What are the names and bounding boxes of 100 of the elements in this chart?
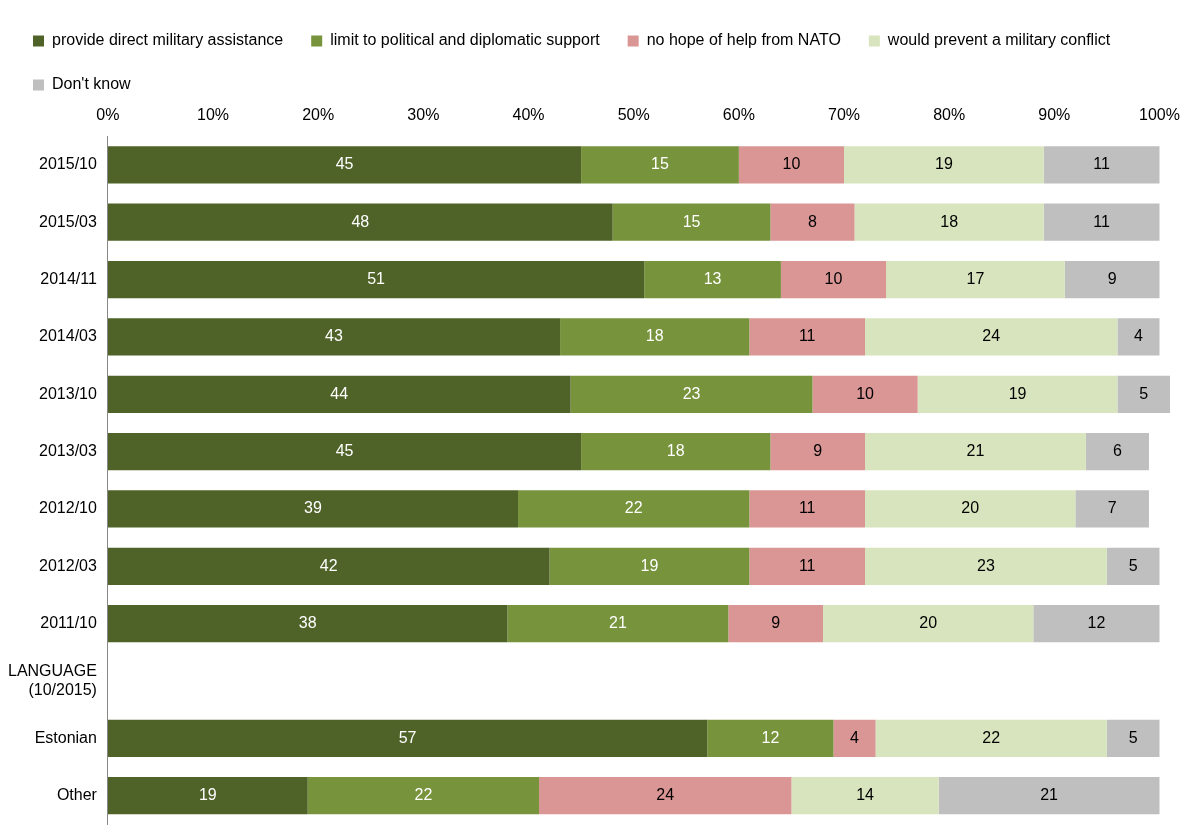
legend-label: no hope of help from NATO: [646, 31, 841, 49]
bar: [107, 432, 582, 471]
x-tick-label: 60%: [722, 106, 755, 124]
bar: [581, 146, 739, 184]
bar: [938, 777, 1160, 815]
bar: [644, 260, 781, 299]
x-tick-label: 100%: [1139, 106, 1180, 124]
data-label: 22: [624, 499, 643, 517]
bar: [1106, 719, 1160, 758]
bar: [865, 432, 1086, 471]
data-label: 15: [682, 212, 701, 230]
bar: [612, 203, 771, 241]
data-label: 14: [856, 786, 875, 804]
y-tick-label: LANGUAGE (10/2015): [7, 661, 97, 699]
data-label: 20: [961, 499, 980, 517]
bar: [570, 375, 813, 413]
bar: [749, 490, 866, 528]
data-label: 9: [771, 614, 781, 632]
bar: [738, 146, 845, 184]
data-label: 45: [335, 442, 354, 460]
bar: [875, 719, 1107, 758]
y-tick-label: 2012/03: [39, 556, 98, 574]
y-tick-label: Estonian: [34, 728, 97, 746]
data-label: 24: [656, 786, 675, 804]
bar: [865, 318, 1118, 356]
bar: [833, 719, 876, 758]
y-tick-label: 2015/03: [39, 212, 98, 230]
data-label: 5: [1128, 556, 1138, 574]
bar: [507, 605, 729, 643]
data-label: 48: [351, 212, 370, 230]
y-tick-label: 2013/03: [39, 442, 98, 460]
y-tick-label: 2014/03: [39, 327, 98, 345]
bar: [1064, 260, 1160, 299]
bar: [917, 375, 1118, 413]
bar: [107, 719, 708, 758]
data-label: 5: [1128, 728, 1138, 746]
y-tick-label: 2014/11: [40, 269, 98, 287]
legend-label: Don't know: [52, 75, 132, 93]
data-label: 11: [798, 556, 816, 574]
data-label: 6: [1112, 442, 1122, 460]
bar: [1117, 375, 1170, 413]
x-tick-label: 90%: [1038, 106, 1071, 124]
bar: [1075, 490, 1149, 528]
data-label: 11: [1093, 155, 1111, 173]
bar: [844, 146, 1044, 184]
x-tick-label: 70%: [828, 106, 861, 124]
data-label: 19: [935, 155, 953, 173]
bar: [107, 605, 508, 643]
data-label: 21: [966, 442, 985, 460]
data-label: 19: [640, 556, 659, 574]
bar: [749, 318, 866, 356]
y-tick-label: 2011/10: [40, 614, 98, 632]
data-label: 8: [808, 212, 818, 230]
data-label: 10: [856, 384, 875, 402]
bar: [107, 318, 561, 356]
bar: [107, 260, 645, 299]
data-label: 42: [319, 556, 338, 574]
bar: [107, 203, 613, 241]
data-label: 13: [703, 269, 722, 287]
x-tick-label: 10%: [197, 106, 230, 124]
bar: [107, 490, 519, 528]
data-label: 10: [782, 155, 801, 173]
data-label: 39: [304, 499, 322, 517]
x-tick-label: 20%: [302, 106, 335, 124]
data-label: 22: [414, 786, 433, 804]
data-label: 18: [645, 327, 664, 345]
bar: [1106, 547, 1160, 585]
data-label: 10: [824, 269, 843, 287]
bar: [560, 318, 750, 356]
data-label: 5: [1139, 384, 1149, 402]
data-label: 45: [335, 155, 354, 173]
x-tick-label: 0%: [96, 106, 120, 124]
bar: [307, 777, 540, 815]
bar: [770, 203, 855, 241]
bar: [549, 547, 750, 585]
bar: [1033, 605, 1160, 643]
data-label: 9: [1107, 269, 1117, 287]
data-label: 12: [1087, 614, 1106, 632]
bar: [812, 375, 918, 413]
bar: [770, 432, 866, 471]
bar: [107, 547, 550, 585]
data-label: 23: [977, 556, 995, 574]
legend-label: limit to political and diplomatic support: [330, 31, 601, 49]
bar: [865, 547, 1107, 585]
bar: [518, 490, 750, 528]
data-label: 11: [798, 327, 816, 345]
data-label: 15: [651, 155, 669, 173]
data-label: 12: [761, 728, 780, 746]
bar: [780, 260, 887, 299]
bar: [581, 432, 771, 471]
data-label: 57: [398, 728, 417, 746]
bar: [886, 260, 1065, 299]
data-label: 22: [982, 728, 1001, 746]
x-tick-label: 40%: [512, 106, 545, 124]
x-tick-label: 50%: [617, 106, 650, 124]
bar: [539, 777, 792, 815]
bar: [728, 605, 823, 643]
data-label: 21: [1040, 786, 1059, 804]
data-label: 17: [966, 269, 985, 287]
bar: [749, 547, 866, 585]
